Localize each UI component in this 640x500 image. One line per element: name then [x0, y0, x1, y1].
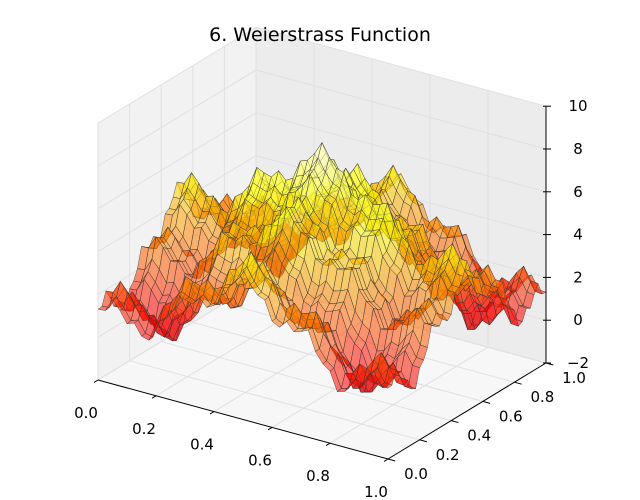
x-tick-label: 1.0 — [364, 483, 388, 500]
y-tick-label: 0.6 — [499, 407, 523, 425]
z-tick-label: 4 — [573, 226, 583, 244]
x-tick-4 — [325, 442, 331, 447]
y-tick-3 — [482, 400, 491, 404]
z-tick-label: 2 — [573, 268, 583, 286]
y-tick-label: 0.8 — [530, 388, 554, 406]
x-tick-2 — [209, 411, 215, 415]
z-gridline-4 — [97, 112, 547, 210]
y-tick-label: 0.0 — [404, 465, 428, 483]
x-axis-line — [97, 379, 389, 460]
z-gridline-5 — [97, 69, 547, 167]
surface-patch — [380, 382, 393, 389]
y-tick-label: 0.2 — [436, 446, 460, 464]
y-tick-label: 0.4 — [467, 427, 491, 445]
surface-mesh — [97, 141, 547, 393]
chart-title: 6. Weierstrass Function — [209, 24, 431, 46]
y-tick-label: 1.0 — [562, 369, 586, 387]
y-tick-4 — [514, 381, 522, 385]
x-tick-3 — [267, 426, 273, 431]
x-tick-1 — [151, 395, 157, 399]
x-tick-label: 0.0 — [74, 404, 98, 422]
z-tick-label: 0 — [573, 311, 583, 329]
floor-pane — [98, 284, 546, 459]
y-tick-0 — [387, 458, 396, 462]
y-axis-line — [387, 362, 547, 460]
x-tick-label: 0.4 — [190, 436, 214, 454]
x-tick-label: 0.8 — [306, 467, 330, 485]
x-tick-label: 0.6 — [248, 451, 272, 469]
axis-ticks: 0.00.20.40.60.81.00.00.20.40.60.81.0−202… — [74, 97, 589, 500]
x-tick-0 — [93, 379, 99, 383]
z-gridline-3 — [97, 155, 547, 253]
x-tick-label: 0.2 — [132, 420, 156, 438]
y-tick-2 — [451, 420, 459, 424]
z-tick-label: 10 — [568, 97, 587, 115]
z-tick-label: 6 — [573, 183, 583, 201]
z-tick-label: −2 — [567, 354, 589, 372]
z-tick-label: 8 — [573, 140, 583, 158]
z-gridline-6 — [97, 26, 547, 124]
y-tick-1 — [419, 439, 427, 443]
x-tick-5 — [383, 458, 389, 462]
